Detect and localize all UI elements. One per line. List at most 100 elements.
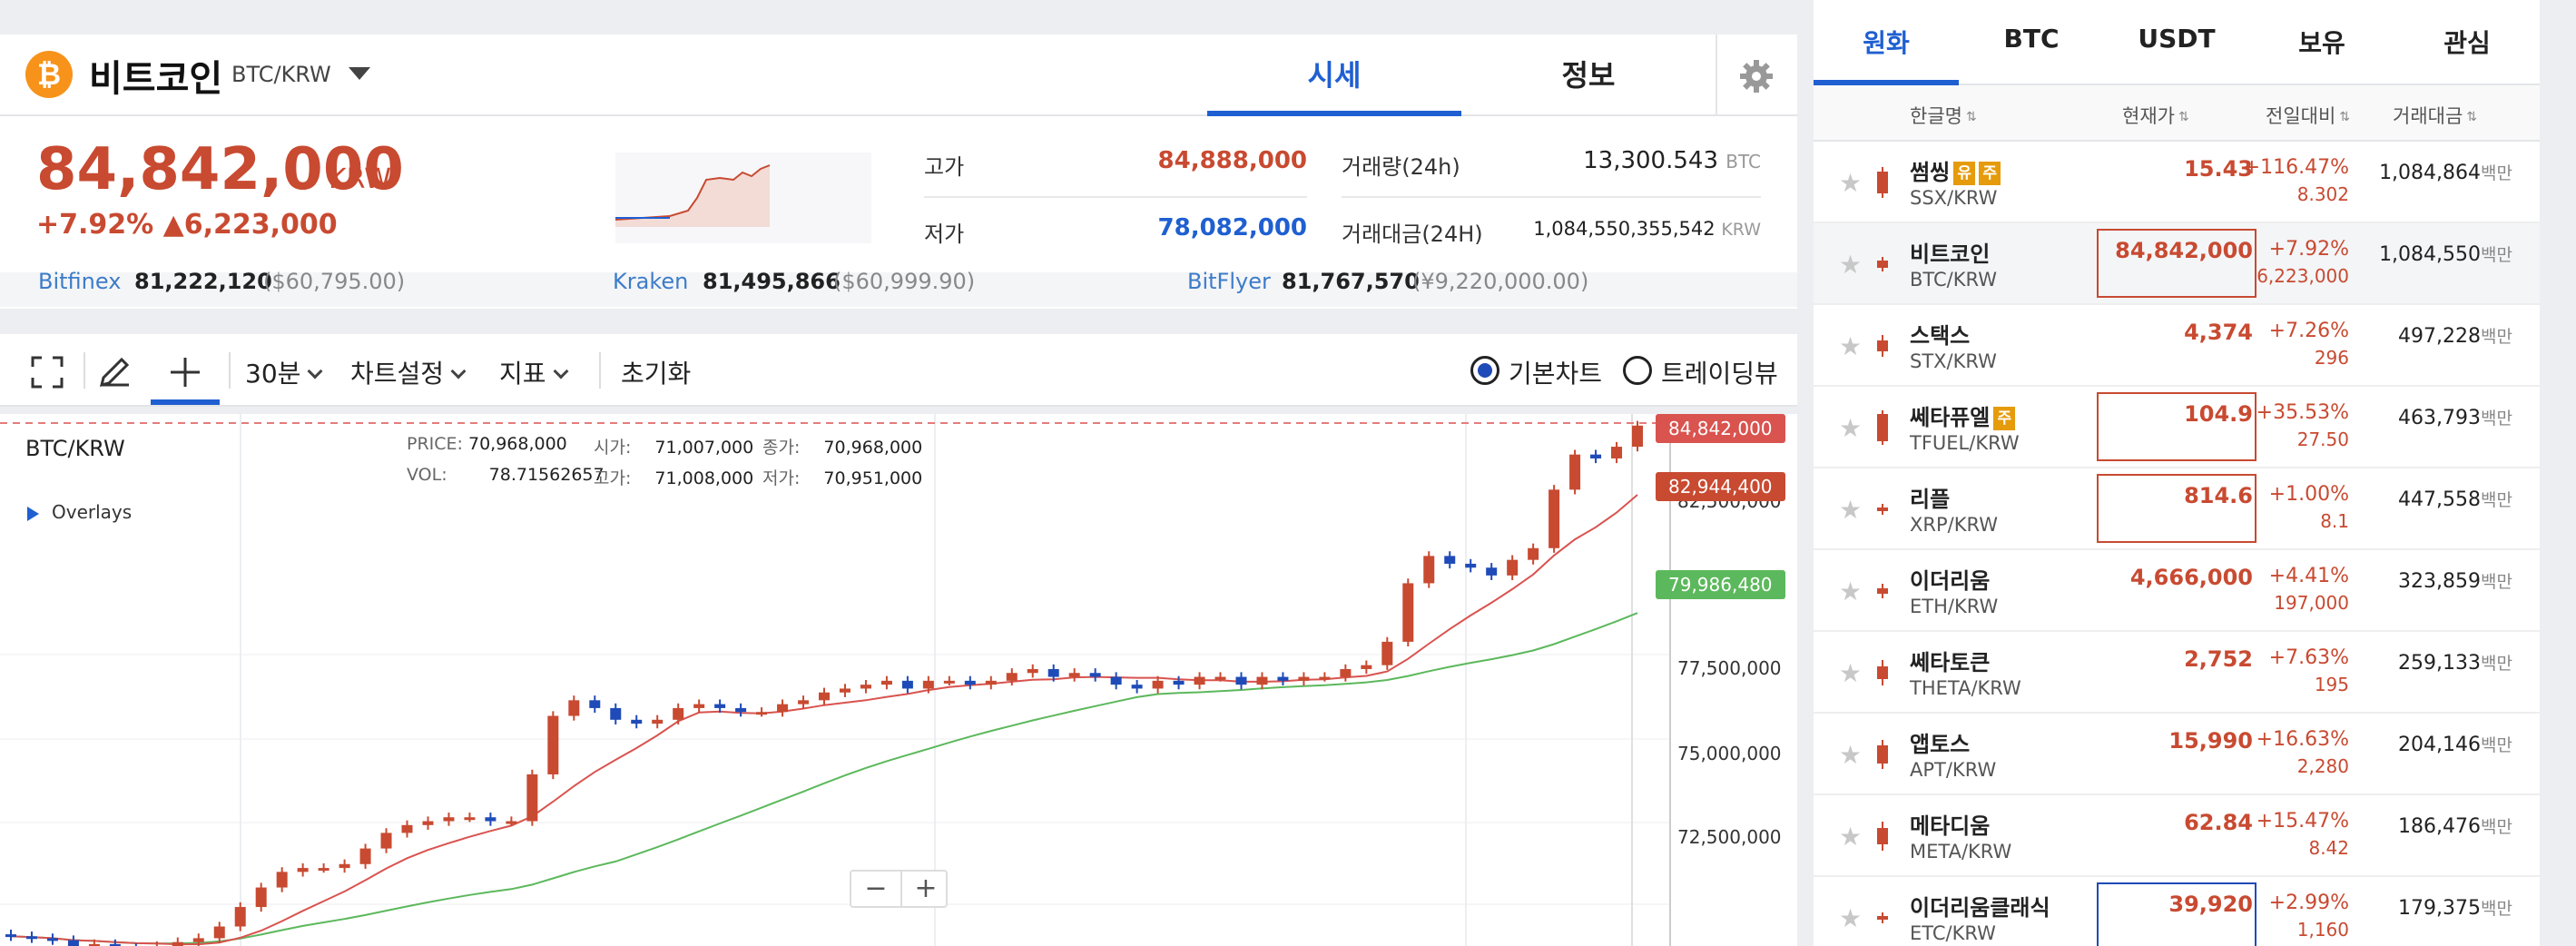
- tab-favorites[interactable]: 관심: [2443, 28, 2491, 58]
- exchange-fx: (¥9,220,000.00): [1412, 269, 1589, 294]
- top-spacer: [0, 0, 1797, 34]
- candle-body: [568, 700, 580, 716]
- price-change: +7.92% ▲6,223,000: [36, 209, 338, 241]
- coin-name: 메타디움: [1910, 813, 1991, 839]
- star-icon[interactable]: ★: [1839, 495, 1863, 525]
- coin-symbol: STX/KRW: [1910, 350, 1997, 372]
- candle-body: [213, 926, 225, 939]
- market-row[interactable]: ★ 쎄타토큰 THETA/KRW 2,752 +7.63% 195 259,133백만: [1814, 632, 2540, 714]
- chart-settings-menu[interactable]: 차트설정: [350, 354, 467, 390]
- star-icon[interactable]: ★: [1839, 740, 1863, 770]
- coin-name: 스택스: [1910, 323, 1971, 349]
- candle-body: [1214, 676, 1226, 680]
- exchange-name: Bitfinex: [38, 269, 122, 294]
- mini-candle: [1877, 828, 1888, 844]
- header-change[interactable]: 전일대비 ⇅: [2266, 105, 2351, 127]
- candle-body: [526, 774, 538, 822]
- active-tab-underline: [1207, 111, 1461, 116]
- candle-body: [1528, 547, 1539, 560]
- current-price: 39,920: [2168, 892, 2253, 917]
- ohlc-high: 고가: 71,008,000: [594, 468, 754, 488]
- tab-price[interactable]: 시세: [1307, 58, 1362, 93]
- mini-candle: [1877, 588, 1888, 594]
- candle-body: [1089, 673, 1101, 677]
- header-price[interactable]: 현재가 ⇅: [2122, 105, 2189, 127]
- market-row[interactable]: ★ 스택스 STX/KRW 4,374 +7.26% 296 497,228백만: [1814, 305, 2540, 387]
- market-row[interactable]: ★ 썸씽 유 주 SSX/KRW 15.43 +116.47% 8.302 1,084,864백…: [1814, 142, 2540, 223]
- tab-info[interactable]: 정보: [1561, 58, 1616, 93]
- candle-body: [839, 688, 850, 693]
- candle-body: [673, 707, 684, 720]
- coin-detail-panel: ₿ 비트코인 BTC/KRW 시세 정보 84,842,000: [0, 0, 1797, 946]
- chevron-down-icon: [307, 363, 323, 379]
- star-icon[interactable]: ★: [1839, 903, 1863, 933]
- candle-body: [1340, 668, 1352, 677]
- trade-volume: 463,793백만: [2398, 407, 2512, 429]
- candle-body: [172, 941, 183, 946]
- ohlc-volume: VOL: 78.71562657: [407, 465, 605, 485]
- star-icon[interactable]: ★: [1839, 822, 1863, 852]
- trade-volume: 447,558백만: [2398, 488, 2512, 511]
- candlestick-chart[interactable]: [0, 414, 1797, 946]
- candle-body: [547, 715, 559, 774]
- tab-usdt[interactable]: USDT: [2138, 24, 2216, 54]
- basic-chart-radio[interactable]: [1470, 356, 1499, 385]
- zoom-in-button[interactable]: +: [900, 872, 949, 906]
- tab-krw[interactable]: 원화: [1863, 28, 1910, 58]
- fullscreen-icon[interactable]: [29, 354, 65, 390]
- tradingview-label[interactable]: 트레이딩뷰: [1661, 359, 1778, 389]
- market-row[interactable]: ★ 비트코인 BTC/KRW 84,842,000 +7.92% 6,223,000 1,0…: [1814, 223, 2540, 305]
- overlays-toggle[interactable]: Overlays: [27, 501, 132, 523]
- indicators-menu[interactable]: 지표: [499, 354, 569, 390]
- zoom-out-button[interactable]: −: [864, 872, 888, 904]
- coin-name[interactable]: 비트코인: [89, 58, 223, 100]
- ma-long-line: [10, 612, 1638, 945]
- change-percent: +7.92%: [2268, 238, 2349, 261]
- coin-symbol: META/KRW: [1910, 841, 2012, 862]
- market-row[interactable]: ★ 리플 XRP/KRW 814.6 +1.00% 8.1 447,558백만: [1814, 468, 2540, 550]
- tradingview-radio[interactable]: [1623, 356, 1652, 385]
- crosshair-icon[interactable]: [167, 354, 203, 390]
- coin-pair[interactable]: BTC/KRW: [231, 62, 331, 87]
- pencil-icon[interactable]: [96, 354, 133, 390]
- candle-body: [380, 833, 392, 849]
- candle-body: [46, 938, 58, 941]
- candle-body: [1361, 665, 1372, 669]
- low-label: 저가: [924, 222, 965, 247]
- market-row[interactable]: ★ 쎄타퓨엘 주 TFUEL/KRW 104.9 +35.53% 27.50 463,793백…: [1814, 387, 2540, 468]
- star-icon[interactable]: ★: [1839, 658, 1863, 688]
- market-row[interactable]: ★ 앱토스 APT/KRW 15,990 +16.63% 2,280 204,146백만: [1814, 714, 2540, 795]
- change-percent: +116.47%: [2243, 156, 2349, 179]
- chart-pair-label: BTC/KRW: [25, 436, 125, 461]
- star-icon[interactable]: ★: [1839, 576, 1863, 606]
- last-price-tag: 84,842,000: [1656, 414, 1785, 443]
- candle-body: [1444, 556, 1456, 564]
- candle-body: [901, 680, 913, 689]
- reset-button[interactable]: 초기화: [621, 359, 692, 389]
- candle-body: [922, 680, 934, 689]
- star-icon[interactable]: ★: [1839, 331, 1863, 361]
- mini-candle: [1877, 745, 1888, 764]
- price-chart[interactable]: BTC/KRW PRICE: 70,968,000 VOL: 78.715626…: [0, 414, 1797, 946]
- candle-body: [1047, 668, 1059, 677]
- candle-body: [443, 817, 455, 822]
- star-icon[interactable]: ★: [1839, 250, 1863, 280]
- star-icon[interactable]: ★: [1839, 413, 1863, 443]
- header-volume[interactable]: 거래대금 ⇅: [2393, 105, 2478, 127]
- basic-chart-label[interactable]: 기본차트: [1509, 359, 1603, 389]
- header-name[interactable]: 한글명 ⇅: [1910, 105, 1977, 127]
- ohlc-open: 시가: 71,007,000: [594, 438, 754, 458]
- tab-holdings[interactable]: 보유: [2298, 28, 2345, 58]
- price-highlight-box: [2097, 882, 2256, 946]
- chevron-down-icon[interactable]: [349, 67, 370, 80]
- gear-icon[interactable]: [1738, 58, 1775, 94]
- market-row[interactable]: ★ 이더리움 ETH/KRW 4,666,000 +4.41% 197,000 323,85…: [1814, 550, 2540, 632]
- change-amount: 6,223,000: [2256, 265, 2349, 287]
- tab-btc[interactable]: BTC: [2003, 24, 2060, 54]
- market-row[interactable]: ★ 이더리움클래식 ETC/KRW 39,920 +2.99% 1,160 179,375백…: [1814, 877, 2540, 946]
- market-row[interactable]: ★ 메타디움 META/KRW 62.84 +15.47% 8.42 186,476백만: [1814, 795, 2540, 877]
- chart-toolbar: 30분 차트설정 지표 초기화 기본차트 트레이딩뷰: [0, 334, 1797, 407]
- trade-volume: 204,146백만: [2398, 734, 2512, 756]
- interval-select[interactable]: 30분: [245, 354, 323, 390]
- star-icon[interactable]: ★: [1839, 168, 1863, 198]
